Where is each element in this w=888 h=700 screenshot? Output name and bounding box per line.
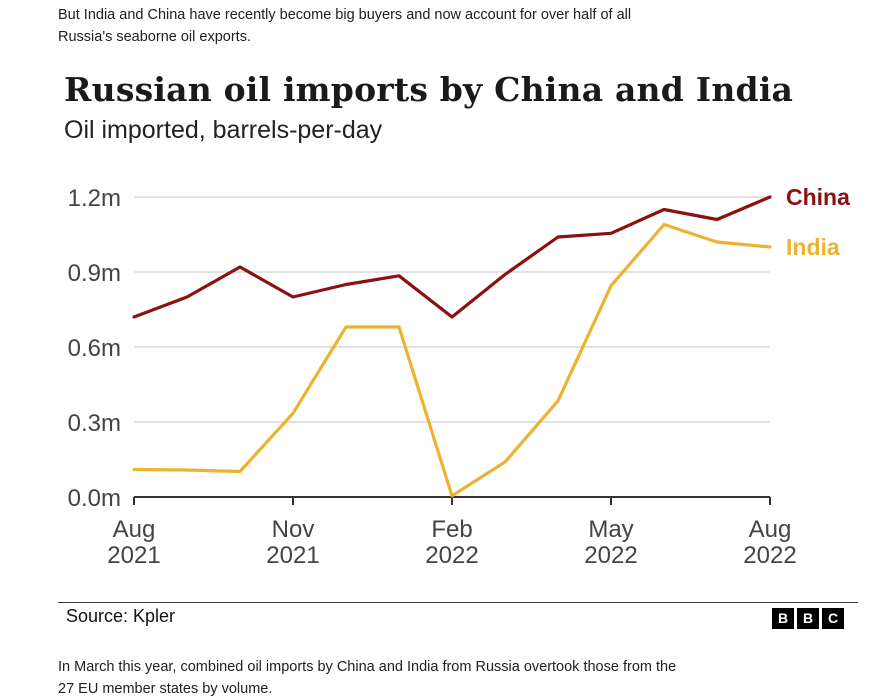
x-tick-label: Aug [749, 516, 792, 543]
intro-paragraph: But India and China have recently become… [58, 7, 632, 45]
source-divider [58, 602, 858, 603]
x-tick-label: 2022 [743, 542, 796, 569]
series-label-china: China [786, 184, 850, 210]
x-tick-label: 2021 [266, 542, 319, 569]
x-tick-label: 2021 [107, 542, 160, 569]
x-tick-label: Feb [431, 516, 472, 543]
bbc-logo-letter: B [772, 608, 794, 629]
series-label-india: India [786, 234, 840, 260]
bbc-logo: B B C [772, 608, 844, 629]
chart-subtitle: Oil imported, barrels-per-day [64, 116, 383, 144]
line-chart: 0.0m0.3m0.6m0.9m1.2mAug2021Nov2021Feb202… [68, 184, 850, 569]
y-tick-label: 0.0m [68, 485, 121, 512]
x-tick-label: May [588, 516, 633, 543]
bbc-logo-letter: B [797, 608, 819, 629]
y-tick-label: 1.2m [68, 185, 121, 212]
x-tick-label: Nov [272, 516, 315, 543]
source-note: Source: Kpler [66, 606, 176, 626]
chart-title: Russian oil imports by China and India [64, 70, 794, 109]
x-tick-label: 2022 [425, 542, 478, 569]
x-tick-label: Aug [113, 516, 156, 543]
y-tick-label: 0.3m [68, 410, 121, 437]
x-tick-label: 2022 [584, 542, 637, 569]
series-line-china [132, 195, 772, 319]
y-tick-label: 0.9m [68, 260, 121, 287]
y-tick-label: 0.6m [68, 335, 121, 362]
outro-paragraph: In March this year, combined oil imports… [58, 659, 677, 697]
bbc-logo-letter: C [822, 608, 844, 629]
series-line-india [132, 222, 772, 498]
